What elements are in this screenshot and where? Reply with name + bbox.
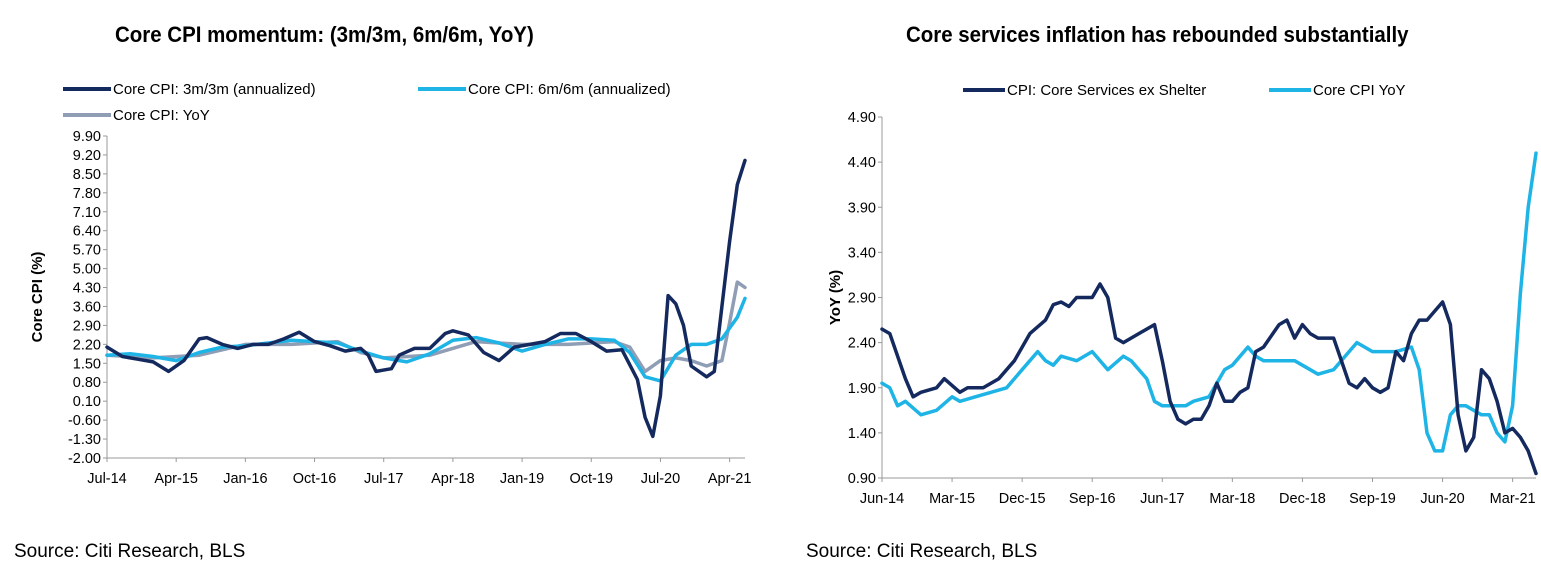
x-tick-label: Jul-14 [87, 471, 127, 487]
y-tick-label: -2.00 [68, 451, 101, 467]
y-tick-label: 9.90 [73, 129, 101, 145]
y-tick-label: -1.30 [68, 432, 101, 448]
y-tick-label: 4.40 [848, 155, 876, 171]
legend-label-1: Core CPI: 3m/3m (annualized) [113, 81, 316, 98]
y-tick-label: 4.30 [73, 281, 101, 297]
left-chart-plot: 9.90 9.20 8.50 7.80 7.10 6.40 5.70 5.00 4.30 3.60… [29, 81, 752, 487]
x-tick-label: Apr-15 [154, 471, 198, 487]
y-tick-label: 6.40 [73, 224, 101, 240]
legend-label-2: Core CPI YoY [1313, 82, 1406, 99]
y-tick-label: 4.90 [848, 110, 876, 126]
y-axis-title: YoY (%) [827, 270, 844, 325]
y-tick-label: 7.80 [73, 186, 101, 202]
x-tick-label: Jan-16 [223, 471, 267, 487]
y-tick-label: 3.60 [73, 299, 101, 315]
right-chart-panel: Core services inflation has rebounded su… [770, 0, 1541, 569]
y-tick-label: 0.80 [73, 375, 101, 391]
right-chart-plot: 4.90 4.40 3.90 3.40 2.90 2.40 1.90 1.40 0.90 Jun-… [827, 82, 1538, 507]
y-axis-title: Core CPI (%) [29, 252, 46, 343]
y-tick-label: 2.90 [848, 291, 876, 307]
x-tick-label: Sep-16 [1069, 491, 1116, 507]
legend-label-1: CPI: Core Services ex Shelter [1007, 82, 1206, 99]
x-tick-label: Oct-19 [570, 471, 614, 487]
y-tick-label: 9.20 [73, 148, 101, 164]
legend-label-2: Core CPI: 6m/6m (annualized) [468, 81, 671, 98]
x-tick-label: Apr-18 [431, 471, 475, 487]
right-source-note: Source: Citi Research, BLS [806, 541, 1038, 562]
x-tick-label: Jan-19 [500, 471, 544, 487]
right-chart-title: Core services inflation has rebounded su… [906, 22, 1409, 47]
y-tick-label: 1.40 [848, 426, 876, 442]
x-tick-label: Mar-21 [1490, 491, 1536, 507]
x-tick-label: Dec-18 [1279, 491, 1326, 507]
x-tick-label: Sep-19 [1349, 491, 1396, 507]
y-tick-label: 3.40 [848, 245, 876, 261]
y-tick-label: 2.40 [848, 336, 876, 352]
y-tick-label: 1.90 [848, 381, 876, 397]
x-tick-label: Jun-14 [860, 491, 904, 507]
y-tick-label: 7.10 [73, 205, 101, 221]
y-tick-label: 5.00 [73, 262, 101, 278]
x-tick-label: Dec-15 [999, 491, 1046, 507]
y-tick-label: -0.60 [68, 413, 101, 429]
x-tick-label: Mar-18 [1209, 491, 1255, 507]
x-tick-label: Apr-21 [708, 471, 752, 487]
series-line-1 [880, 282, 1538, 476]
x-tick-label: Jul-20 [641, 471, 681, 487]
series-line-1 [105, 158, 747, 439]
y-tick-label: 0.10 [73, 394, 101, 410]
x-tick-label: Jun-17 [1140, 491, 1184, 507]
y-tick-label: 2.20 [73, 337, 101, 353]
x-tick-label: Jul-17 [364, 471, 404, 487]
y-tick-label: 0.90 [848, 471, 876, 487]
y-tick-label: 2.90 [73, 318, 101, 334]
left-chart-title: Core CPI momentum: (3m/3m, 6m/6m, YoY) [115, 22, 534, 47]
y-tick-label: 5.70 [73, 243, 101, 259]
x-tick-label: Jun-20 [1420, 491, 1464, 507]
y-tick-label: 8.50 [73, 167, 101, 183]
y-tick-label: 3.90 [848, 200, 876, 216]
series-line-3 [105, 280, 747, 374]
x-tick-label: Oct-16 [293, 471, 337, 487]
left-chart-panel: Core CPI momentum: (3m/3m, 6m/6m, YoY) 9… [0, 0, 770, 569]
legend-label-3: Core CPI: YoY [113, 107, 210, 124]
y-tick-label: 1.50 [73, 356, 101, 372]
left-source-note: Source: Citi Research, BLS [14, 541, 246, 562]
x-tick-label: Mar-15 [929, 491, 975, 507]
